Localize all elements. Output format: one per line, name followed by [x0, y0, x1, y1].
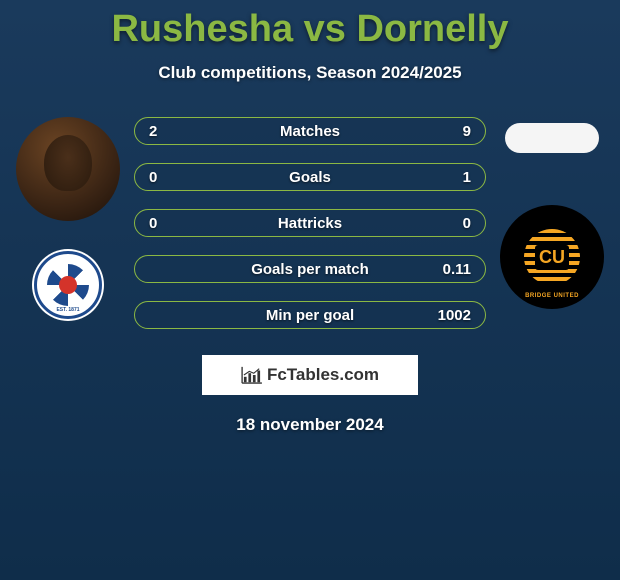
left-column: EST. 1871: [8, 117, 128, 321]
page-subtitle: Club competitions, Season 2024/2025: [0, 63, 620, 83]
branding-box: FcTables.com: [202, 355, 418, 395]
branding-text: FcTables.com: [267, 365, 379, 385]
stat-right-value: 0.11: [435, 261, 471, 278]
stat-right-value: 1002: [435, 307, 471, 324]
stat-left-value: 0: [149, 169, 181, 186]
stats-column: 2 Matches 9 0 Goals 1 0 Hattricks 0 Goal…: [128, 117, 492, 329]
stat-row-goals: 0 Goals 1: [134, 163, 486, 191]
stat-label: Goals: [289, 169, 331, 186]
stat-left-value: 0: [149, 215, 181, 232]
stat-row-matches: 2 Matches 9: [134, 117, 486, 145]
stat-row-goals-per-match: Goals per match 0.11: [134, 255, 486, 283]
team1-badge-inner: [47, 264, 89, 306]
team2-badge: BRIDGE UNITED: [500, 205, 604, 309]
player1-photo: [16, 117, 120, 221]
chart-icon: [241, 366, 263, 384]
team2-badge-inner: [524, 229, 580, 285]
stat-label: Goals per match: [251, 261, 369, 278]
stat-row-min-per-goal: Min per goal 1002: [134, 301, 486, 329]
stat-left-value: 2: [149, 123, 181, 140]
team1-badge: EST. 1871: [32, 249, 104, 321]
stat-right-value: 0: [435, 215, 471, 232]
page-title: Rushesha vs Dornelly: [0, 0, 620, 51]
stat-right-value: 9: [435, 123, 471, 140]
team2-badge-text: BRIDGE UNITED: [525, 293, 579, 299]
stat-row-hattricks: 0 Hattricks 0: [134, 209, 486, 237]
player2-photo-placeholder: [505, 123, 599, 153]
stat-label: Hattricks: [278, 215, 342, 232]
stat-label: Matches: [280, 123, 340, 140]
right-column: BRIDGE UNITED: [492, 117, 612, 309]
content-area: EST. 1871 2 Matches 9 0 Goals 1 0 Hattri…: [0, 117, 620, 329]
stat-label: Min per goal: [266, 307, 354, 324]
stat-right-value: 1: [435, 169, 471, 186]
team1-badge-text: EST. 1871: [56, 307, 79, 313]
date-footer: 18 november 2024: [0, 415, 620, 435]
